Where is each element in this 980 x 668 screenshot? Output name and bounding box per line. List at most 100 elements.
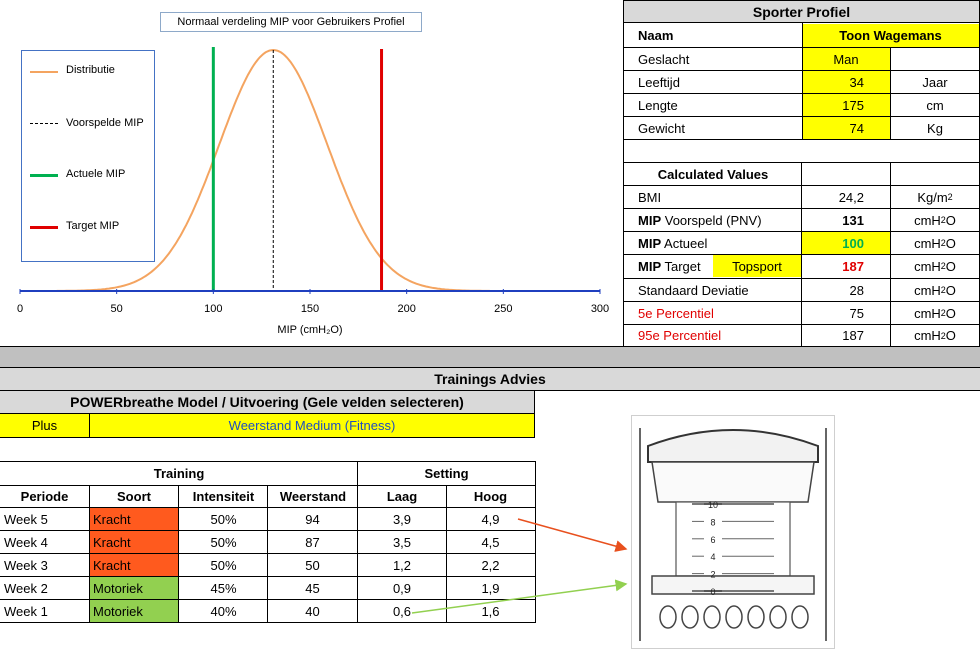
resistance-select[interactable]: Weerstand Medium (Fitness) xyxy=(90,414,535,438)
x-axis-label: MIP (cmH₂O) xyxy=(277,324,342,336)
mip-voorspeld-value: 131 xyxy=(842,212,864,228)
training-soort-cell: Kracht xyxy=(89,508,178,530)
training-laag-cell: 0,9 xyxy=(392,580,412,596)
unit-p95: cmH 2 O xyxy=(914,328,956,343)
training-intensiteit-cell: 50% xyxy=(210,534,237,550)
training-hoog-cell: 4,5 xyxy=(481,534,500,550)
chart-title: Normaal verdeling MIP voor Gebruikers Pr… xyxy=(160,12,422,32)
training-laag-cell: 3,9 xyxy=(392,511,412,527)
training-laag-cell: 0,6 xyxy=(392,603,412,619)
training-hoog-cell: 2,2 xyxy=(481,557,500,573)
legend-swatch-actueel xyxy=(30,174,58,177)
mip-voorspeld-label: MIP Voorspeld (PNV) xyxy=(638,212,762,228)
mip-actueel-value[interactable]: 100 xyxy=(802,232,890,254)
arrow-low xyxy=(411,579,628,614)
col-periode: Periode xyxy=(20,488,69,504)
x-tick-label: 100 xyxy=(204,303,222,315)
gewicht-label: Gewicht xyxy=(638,120,685,136)
profile-header: Sporter Profiel xyxy=(624,1,979,23)
training-intensiteit-cell: 50% xyxy=(210,557,237,573)
legend-swatch-distributie xyxy=(30,71,58,73)
legend-swatch-target xyxy=(30,226,58,229)
training-periode-cell: Week 2 xyxy=(4,580,48,596)
training-periode-cell: Week 5 xyxy=(4,511,48,527)
leeftijd-value[interactable]: 34 xyxy=(802,71,890,93)
training-intensiteit-cell: 50% xyxy=(210,511,237,527)
gewicht-value[interactable]: 74 xyxy=(802,117,890,139)
group-training: Training xyxy=(153,466,205,481)
trainings-advies-header: Trainings Advies xyxy=(0,368,980,391)
chart-legend: Distributie Voorspelde MIP Actuele MIP T… xyxy=(21,50,155,262)
gewicht-unit: Kg xyxy=(927,120,943,136)
x-tick-label: 300 xyxy=(591,303,609,315)
model-select[interactable]: Plus xyxy=(0,414,90,438)
bmi-value: 24,2 xyxy=(838,189,864,205)
unit-sd: cmH 2 O xyxy=(914,282,956,298)
vent-holes xyxy=(659,605,809,629)
training-weerstand-cell: 50 xyxy=(305,557,320,573)
scale-label: 6 xyxy=(710,535,715,545)
training-soort-cell: Motoriek xyxy=(89,600,178,622)
lengte-value[interactable]: 175 xyxy=(802,94,890,116)
mip-target-value: 187 xyxy=(842,258,864,274)
training-laag-cell: 1,2 xyxy=(392,557,412,573)
scale-label: 2 xyxy=(710,570,715,580)
x-tick-label: 0 xyxy=(17,303,23,315)
training-weerstand-cell: 45 xyxy=(305,580,320,596)
training-hoog-cell: 4,9 xyxy=(481,511,500,527)
unit-pnv: cmH 2 O xyxy=(914,212,956,228)
geslacht-label: Geslacht xyxy=(638,51,690,67)
arrow-high xyxy=(517,518,628,552)
col-soort: Soort xyxy=(117,488,151,504)
bmi-unit: Kg/m 2 xyxy=(917,189,953,205)
unit-actueel: cmH 2 O xyxy=(914,235,956,251)
mip-target-label: MIP Target xyxy=(638,258,701,274)
p5-label: 5e Percentiel xyxy=(638,305,714,321)
geslacht-value[interactable]: Man xyxy=(802,48,890,70)
col-hoog: Hoog xyxy=(473,488,508,504)
p95-value: 187 xyxy=(842,328,864,343)
training-weerstand-cell: 87 xyxy=(305,534,320,550)
legend-label-voorspeld: Voorspelde MIP xyxy=(66,117,144,129)
naam-label: Naam xyxy=(638,28,674,43)
target-level-select[interactable]: Topsport xyxy=(713,255,801,277)
training-periode-cell: Week 1 xyxy=(4,603,48,619)
training-soort-cell: Kracht xyxy=(89,554,178,576)
training-periode-cell: Week 4 xyxy=(4,534,48,550)
training-weerstand-cell: 40 xyxy=(305,603,320,619)
training-soort-cell: Kracht xyxy=(89,531,178,553)
legend-label-actueel: Actuele MIP xyxy=(66,168,126,180)
legend-label-target: Target MIP xyxy=(66,220,120,232)
mip-distribution-chart: 0 50 100 150 200 250 300 MIP (cmH₂O) xyxy=(17,47,609,336)
training-intensiteit-cell: 40% xyxy=(210,603,237,619)
training-weerstand-cell: 94 xyxy=(305,511,320,527)
lengte-label: Lengte xyxy=(638,97,678,113)
scale-label: 8 xyxy=(710,517,715,527)
leeftijd-unit: Jaar xyxy=(922,74,948,90)
unit-p5: cmH 2 O xyxy=(914,305,956,321)
col-intensiteit: Intensiteit xyxy=(192,488,255,504)
model-header: POWERbreathe Model / Uitvoering (Gele ve… xyxy=(0,391,535,414)
scale-label: 0 xyxy=(710,587,715,597)
calculated-header: Calculated Values xyxy=(657,166,769,182)
legend-label-distributie: Distributie xyxy=(66,64,115,76)
lengte-unit: cm xyxy=(926,97,944,113)
col-weerstand: Weerstand xyxy=(279,488,347,504)
col-laag: Laag xyxy=(386,488,418,504)
x-tick-label: 50 xyxy=(111,303,123,315)
training-soort-cell: Motoriek xyxy=(89,577,178,599)
group-setting: Setting xyxy=(424,466,469,481)
mip-actueel-label: MIP Actueel xyxy=(638,235,708,251)
separator-band xyxy=(0,346,980,368)
training-intensiteit-cell: 45% xyxy=(210,580,237,596)
scale-label: 10 xyxy=(708,500,718,510)
x-tick-label: 150 xyxy=(301,303,319,315)
sd-value: 28 xyxy=(849,282,864,298)
bmi-label: BMI xyxy=(638,189,662,205)
unit-target: cmH 2 O xyxy=(914,258,956,274)
x-tick-label: 250 xyxy=(494,303,512,315)
sd-label: Standaard Deviatie xyxy=(638,282,749,298)
scale-label: 4 xyxy=(710,552,715,562)
training-periode-cell: Week 3 xyxy=(4,557,48,573)
naam-value[interactable]: Toon Wagemans xyxy=(802,24,979,47)
